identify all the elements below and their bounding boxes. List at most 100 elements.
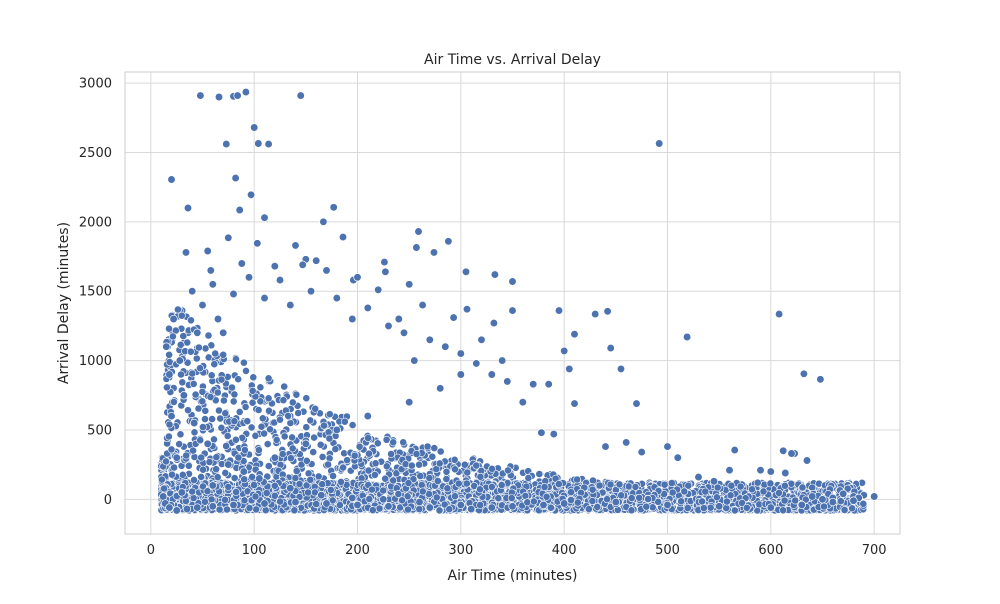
data-point: [457, 371, 465, 379]
data-point: [545, 380, 553, 388]
data-point: [566, 365, 574, 373]
data-point: [602, 443, 610, 451]
data-point: [199, 301, 207, 309]
data-point: [166, 371, 174, 379]
data-point: [168, 176, 176, 184]
data-point: [302, 440, 310, 448]
data-point: [426, 336, 434, 344]
data-point: [364, 304, 372, 312]
data-point: [276, 276, 284, 284]
data-point: [779, 447, 787, 455]
data-point: [664, 501, 672, 509]
data-point: [261, 214, 269, 222]
data-point: [287, 301, 295, 309]
data-point: [209, 281, 217, 289]
data-point: [442, 343, 450, 351]
data-point: [247, 191, 255, 199]
data-point: [788, 450, 796, 458]
data-point: [330, 204, 338, 212]
data-point: [188, 287, 196, 295]
data-point: [800, 370, 808, 378]
data-point: [197, 92, 205, 100]
data-point: [538, 429, 546, 437]
data-point: [870, 493, 878, 501]
data-point: [450, 314, 458, 322]
data-point: [230, 290, 238, 298]
data-point: [180, 392, 188, 400]
y-tick-label: 500: [87, 423, 112, 438]
data-point: [209, 503, 217, 511]
data-point: [491, 271, 499, 279]
data-point: [261, 294, 269, 302]
data-point: [297, 92, 305, 100]
data-point: [381, 258, 389, 266]
data-point: [183, 505, 191, 513]
data-point: [385, 503, 393, 511]
x-tick-label: 200: [345, 543, 370, 558]
data-point: [312, 257, 320, 265]
data-point: [245, 274, 253, 282]
x-tick-label: 300: [448, 543, 473, 558]
data-point: [323, 267, 331, 275]
data-point: [683, 333, 691, 341]
data-point: [223, 140, 231, 148]
data-point: [413, 244, 421, 252]
data-point: [819, 496, 827, 504]
data-point: [571, 330, 579, 338]
data-point: [354, 274, 362, 282]
data-point: [236, 206, 244, 214]
data-point: [261, 500, 269, 508]
data-point: [374, 286, 382, 294]
data-point: [591, 310, 599, 318]
data-point: [767, 468, 775, 476]
data-point: [168, 412, 176, 420]
data-point: [194, 329, 202, 337]
data-point: [473, 360, 481, 368]
data-point: [232, 174, 240, 182]
data-point: [209, 482, 217, 490]
data-point: [607, 344, 615, 352]
x-tick-label: 400: [552, 543, 577, 558]
data-point: [817, 376, 825, 384]
data-point: [292, 242, 300, 250]
data-point: [829, 498, 837, 506]
data-point: [504, 378, 512, 386]
data-point: [731, 446, 739, 454]
data-point: [159, 493, 167, 501]
data-point: [271, 454, 279, 462]
data-point: [498, 357, 506, 365]
data-point: [674, 454, 682, 462]
data-point: [307, 287, 315, 295]
y-tick-label: 0: [104, 493, 112, 508]
data-point: [385, 322, 393, 330]
data-point: [655, 140, 663, 148]
y-tick-label: 3000: [79, 77, 112, 92]
data-point: [400, 329, 408, 337]
data-point: [234, 92, 242, 100]
data-point: [382, 268, 390, 276]
data-point: [695, 473, 703, 481]
data-point: [715, 503, 723, 511]
data-point: [478, 336, 486, 344]
data-point: [265, 140, 273, 148]
data-point: [617, 365, 625, 373]
data-point: [850, 497, 858, 505]
data-point: [253, 240, 261, 248]
x-tick-label: 0: [147, 543, 155, 558]
data-point: [488, 371, 496, 379]
data-point: [166, 504, 174, 512]
data-point: [242, 88, 250, 96]
data-point: [395, 315, 403, 323]
data-point: [184, 204, 192, 212]
data-point: [176, 357, 184, 365]
data-point: [419, 301, 427, 309]
x-tick-label: 700: [862, 543, 887, 558]
data-point: [612, 498, 620, 506]
data-point: [299, 261, 307, 269]
data-point: [767, 504, 775, 512]
data-point: [808, 493, 816, 501]
data-point: [333, 426, 341, 434]
data-point: [540, 501, 548, 509]
y-tick-label: 2000: [79, 215, 112, 230]
